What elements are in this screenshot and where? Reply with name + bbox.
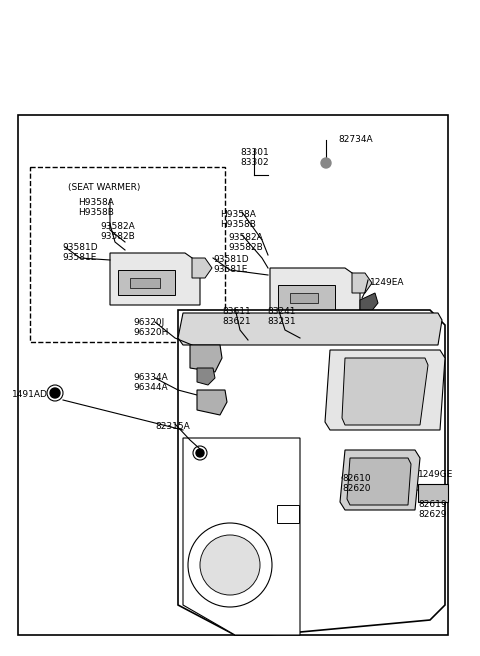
Polygon shape <box>178 310 445 635</box>
Circle shape <box>188 523 272 607</box>
Text: 96320J
96320H: 96320J 96320H <box>133 318 168 337</box>
Circle shape <box>196 449 204 457</box>
Text: H9358A
H9358B: H9358A H9358B <box>78 198 114 217</box>
Polygon shape <box>197 390 227 415</box>
Bar <box>130 278 160 288</box>
Text: 82315A: 82315A <box>155 422 190 431</box>
Bar <box>290 293 318 303</box>
Text: (SEAT WARMER): (SEAT WARMER) <box>68 183 140 192</box>
Polygon shape <box>190 345 222 372</box>
Text: 1491AD: 1491AD <box>12 390 48 399</box>
Polygon shape <box>278 285 335 310</box>
Polygon shape <box>347 458 411 505</box>
Polygon shape <box>118 270 175 295</box>
Polygon shape <box>340 450 420 510</box>
Polygon shape <box>178 313 442 345</box>
Circle shape <box>200 535 260 595</box>
Text: 83611
83621: 83611 83621 <box>222 307 251 327</box>
Polygon shape <box>360 293 378 313</box>
Text: 93581D
93581E: 93581D 93581E <box>62 243 97 262</box>
Polygon shape <box>197 368 215 385</box>
Text: 83301
83302: 83301 83302 <box>240 148 269 167</box>
Polygon shape <box>325 350 445 430</box>
Text: 1249GE: 1249GE <box>418 470 454 479</box>
Text: 93581D
93581E: 93581D 93581E <box>213 255 249 274</box>
Text: 82610
82620: 82610 82620 <box>342 474 371 493</box>
Text: 82734A: 82734A <box>338 135 372 144</box>
Polygon shape <box>270 268 360 320</box>
Text: 93582A
93582B: 93582A 93582B <box>228 233 263 253</box>
Text: 1249EA: 1249EA <box>370 278 405 287</box>
Polygon shape <box>110 253 200 305</box>
Polygon shape <box>183 438 300 635</box>
Polygon shape <box>192 258 212 278</box>
Text: H9358A
H9358B: H9358A H9358B <box>220 210 256 230</box>
Text: 83241
83231: 83241 83231 <box>267 307 296 327</box>
Bar <box>18 115 448 635</box>
Polygon shape <box>342 358 428 425</box>
Text: 82619
82629: 82619 82629 <box>418 500 446 520</box>
Circle shape <box>50 388 60 398</box>
Polygon shape <box>418 484 448 502</box>
Text: 96334A
96344A: 96334A 96344A <box>133 373 168 392</box>
Bar <box>30 167 225 342</box>
Circle shape <box>321 158 331 168</box>
Bar <box>277 505 299 523</box>
Text: 93582A
93582B: 93582A 93582B <box>100 222 135 241</box>
Polygon shape <box>352 273 372 293</box>
